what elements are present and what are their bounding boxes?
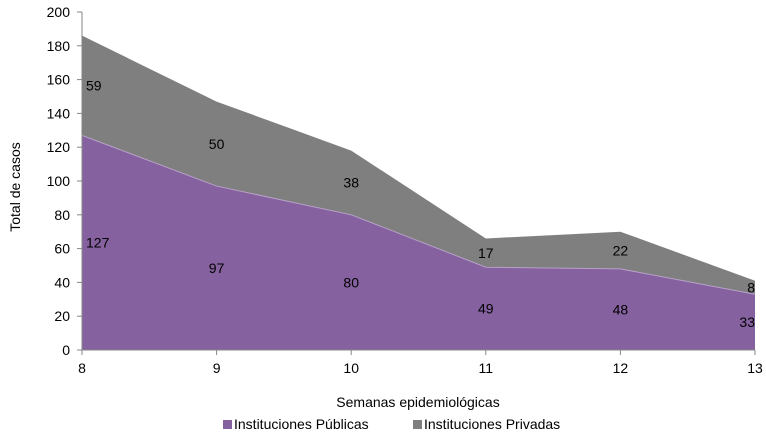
y-tick-label: 200 <box>47 4 71 20</box>
y-tick-label: 80 <box>54 207 70 223</box>
data-label-publicas: 49 <box>478 301 494 317</box>
y-tick-label: 60 <box>54 241 70 257</box>
data-label-privadas: 17 <box>478 245 494 261</box>
legend-swatch-privadas <box>413 420 422 429</box>
x-axis-title: Semanas epidemiológicas <box>336 394 499 410</box>
y-tick-label: 160 <box>47 72 71 88</box>
y-tick-label: 180 <box>47 38 71 54</box>
data-label-privadas: 22 <box>613 242 629 258</box>
area-instituciones-publicas <box>82 135 755 350</box>
y-tick-label: 0 <box>62 342 70 358</box>
y-tick-label: 100 <box>47 173 71 189</box>
data-label-publicas: 127 <box>86 235 110 251</box>
data-label-publicas: 80 <box>343 274 359 290</box>
x-tick-label: 10 <box>343 360 359 376</box>
series-boundary-line <box>81 134 756 295</box>
area-instituciones-privadas <box>82 35 755 295</box>
x-tick-label: 8 <box>78 360 86 376</box>
plot-areas <box>81 35 756 350</box>
y-axis-title: Total de casos <box>7 142 23 232</box>
data-labels: 127 59 97 50 80 38 49 17 48 22 33 8 <box>86 78 755 331</box>
y-tick-label: 20 <box>54 308 70 324</box>
x-tick-label: 13 <box>747 360 763 376</box>
data-label-privadas: 59 <box>86 78 102 94</box>
legend-swatch-publicas <box>223 420 232 429</box>
data-label-publicas: 33 <box>739 314 755 330</box>
y-tick-label: 120 <box>47 139 71 155</box>
x-tick-label: 12 <box>613 360 629 376</box>
data-label-privadas: 38 <box>343 175 359 191</box>
y-tick-label: 40 <box>54 274 70 290</box>
y-tick-label: 140 <box>47 105 71 121</box>
legend-label-publicas: Instituciones Públicas <box>234 416 369 432</box>
y-axis: 0 20 40 60 80 100 120 140 160 180 200 <box>47 4 83 358</box>
legend-label-privadas: Instituciones Privadas <box>424 416 560 432</box>
x-tick-label: 9 <box>213 360 221 376</box>
x-tick-label: 11 <box>479 360 494 376</box>
data-label-publicas: 97 <box>209 260 225 276</box>
data-label-privadas: 8 <box>747 279 755 295</box>
data-label-publicas: 48 <box>613 301 629 317</box>
x-axis: 8 9 10 11 12 13 <box>78 349 763 376</box>
legend: Instituciones Públicas Instituciones Pri… <box>223 416 560 432</box>
data-label-privadas: 50 <box>209 136 225 152</box>
